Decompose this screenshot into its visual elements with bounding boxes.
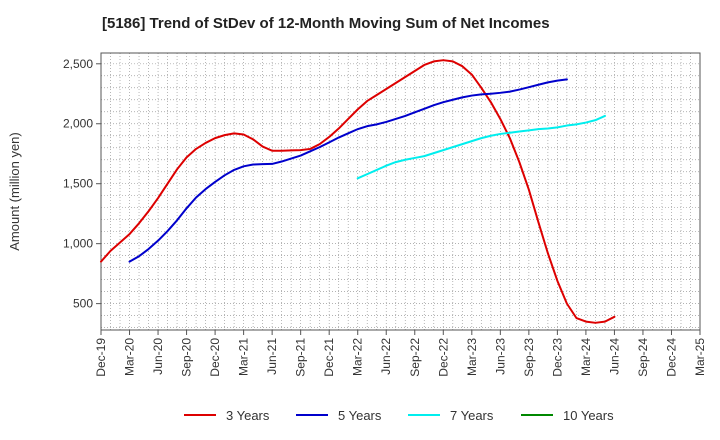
x-tick-label: Jun-24	[607, 338, 621, 375]
legend-swatch-7-years	[408, 414, 440, 416]
legend-item-7-years: 7 Years	[408, 405, 493, 425]
y-tick-label: 1,500	[63, 177, 93, 191]
x-tick-label: Mar-22	[351, 338, 365, 376]
legend-swatch-3-years	[184, 414, 216, 416]
x-tick-label: Dec-24	[664, 338, 678, 377]
x-tick-label: Mar-20	[123, 338, 137, 376]
x-tick-label: Dec-23	[550, 338, 564, 377]
y-tick-label: 2,500	[63, 57, 93, 71]
legend-swatch-5-years	[296, 414, 328, 416]
x-tick-label: Mar-23	[465, 338, 479, 376]
legend: 3 Years 5 Years 7 Years 10 Years	[0, 405, 720, 425]
x-tick-label: Dec-21	[322, 338, 336, 377]
y-tick-label: 2,000	[63, 117, 93, 131]
legend-label-10-years: 10 Years	[563, 407, 614, 423]
x-tick-label: Jun-20	[151, 338, 165, 375]
x-tick-label: Mar-24	[579, 338, 593, 376]
x-tick-label: Sep-24	[636, 338, 650, 377]
legend-label-3-years: 3 Years	[226, 407, 270, 423]
x-tick-label: Dec-22	[436, 338, 450, 377]
series-line-7-years	[356, 114, 606, 180]
x-tick-label: Sep-22	[408, 338, 422, 377]
legend-item-3-years: 3 Years	[184, 405, 269, 425]
x-tick-label: Jun-23	[493, 338, 507, 375]
x-tick-label: Sep-23	[522, 338, 536, 377]
y-axis-title: Amount (million yen)	[7, 132, 22, 251]
x-tick-label: Mar-25	[693, 338, 707, 376]
plot-frame	[100, 52, 701, 331]
legend-label-7-years: 7 Years	[450, 407, 494, 423]
series-line-3-years	[100, 59, 616, 324]
legend-item-5-years: 5 Years	[296, 405, 381, 425]
chart-title: [5186] Trend of StDev of 12-Month Moving…	[102, 15, 550, 32]
y-tick-label: 500	[73, 297, 93, 311]
x-tick-label: Sep-20	[180, 338, 194, 377]
legend-label-5-years: 5 Years	[338, 407, 382, 423]
legend-swatch-10-years	[521, 414, 553, 416]
x-tick-label: Jun-22	[379, 338, 393, 375]
x-tick-label: Dec-20	[208, 338, 222, 377]
plot-area	[101, 53, 700, 330]
legend-item-10-years: 10 Years	[521, 405, 614, 425]
series-line-5-years	[128, 78, 568, 263]
y-tick-label: 1,000	[63, 237, 93, 251]
x-tick-label: Jun-21	[265, 338, 279, 375]
x-tick-label: Mar-21	[237, 338, 251, 376]
x-tick-label: Dec-19	[94, 338, 108, 377]
x-tick-label: Sep-21	[294, 338, 308, 377]
